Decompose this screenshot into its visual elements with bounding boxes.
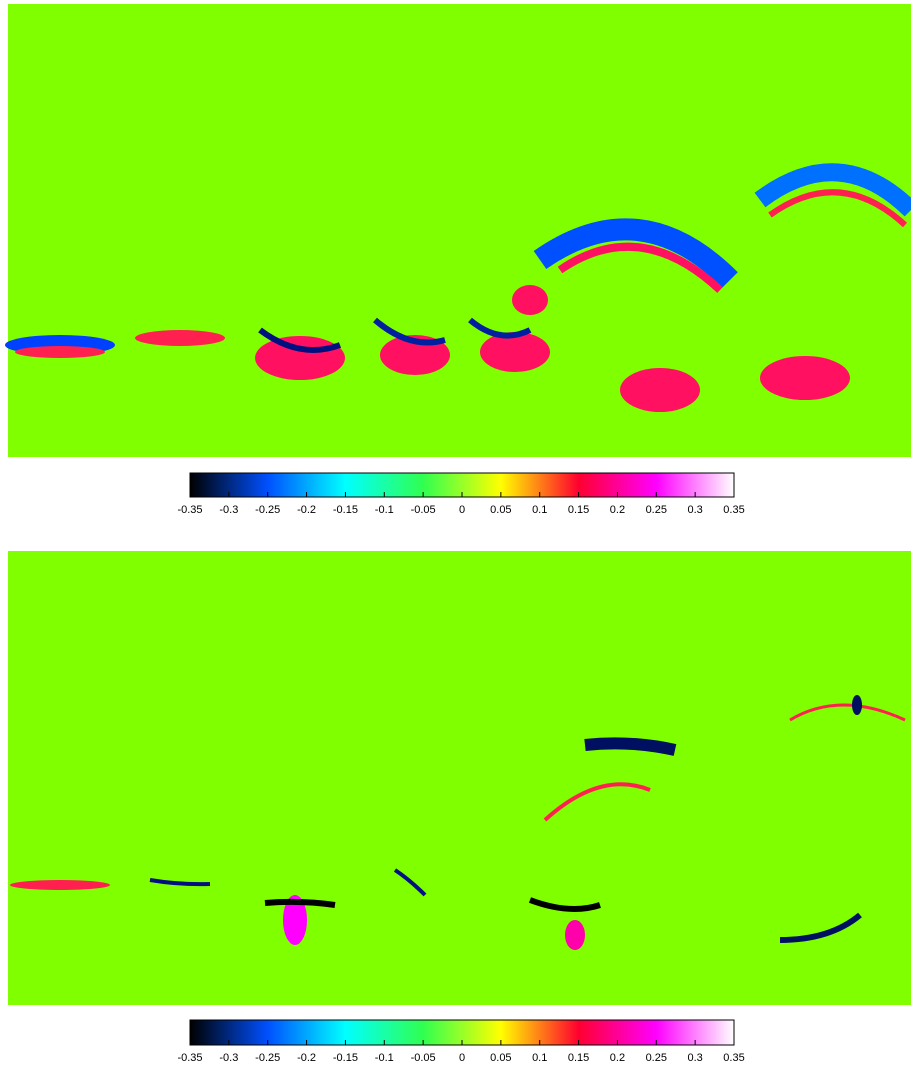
- colorbar-tick-label: 0.15: [568, 1052, 589, 1064]
- colorbar-tick-label: 0: [459, 1052, 465, 1064]
- colorbar-tick-label: 0.3: [687, 1052, 702, 1064]
- colorbar-tick-label: 0.35: [723, 1052, 744, 1064]
- colorbar-tick-label: -0.35: [177, 1052, 202, 1064]
- colorbar-tick-label: -0.25: [255, 504, 280, 516]
- colorbar-tick-label: 0: [459, 504, 465, 516]
- colorbar-tick-label: 0.3: [687, 504, 702, 516]
- colorbar-tick-label: -0.05: [411, 504, 436, 516]
- colorbar-tick-label: -0.2: [297, 504, 316, 516]
- colorbar-tick-label: 0.2: [610, 1052, 625, 1064]
- colorbar-tick-label: 0.2: [610, 504, 625, 516]
- colorbar-tick-label: -0.35: [177, 504, 202, 516]
- colorbar-tick-label: 0.05: [490, 1052, 511, 1064]
- field-background: [8, 551, 911, 1005]
- colorbar-tick-label: 0.35: [723, 504, 744, 516]
- colorbar-tick-label: -0.1: [375, 504, 394, 516]
- colorbar-tick-label: -0.2: [297, 1052, 316, 1064]
- colorbar-tick-label: -0.05: [411, 1052, 436, 1064]
- colorbar-tick-label: 0.25: [646, 1052, 667, 1064]
- colorbar-tick-label: 0.15: [568, 504, 589, 516]
- figure: -0.35 -0.3 -0.25 -0.2 -0.15 -0.1 -0.05 0 0.05 0.1…: [0, 0, 911, 1070]
- colorbar-tick-label: 0.05: [490, 504, 511, 516]
- colorbar-tick-label: -0.1: [375, 1052, 394, 1064]
- colorbar-tick-label: -0.3: [219, 504, 238, 516]
- colorbar-tick-label: 0.1: [532, 1052, 547, 1064]
- colorbar-tick-label: -0.15: [333, 1052, 358, 1064]
- colorbar-tick-label: 0.25: [646, 504, 667, 516]
- colorbar-tick-label: -0.15: [333, 504, 358, 516]
- colorbar-tick-label: -0.3: [219, 1052, 238, 1064]
- colorbar-tick-label: -0.25: [255, 1052, 280, 1064]
- colorbar-tick-label: 0.1: [532, 504, 547, 516]
